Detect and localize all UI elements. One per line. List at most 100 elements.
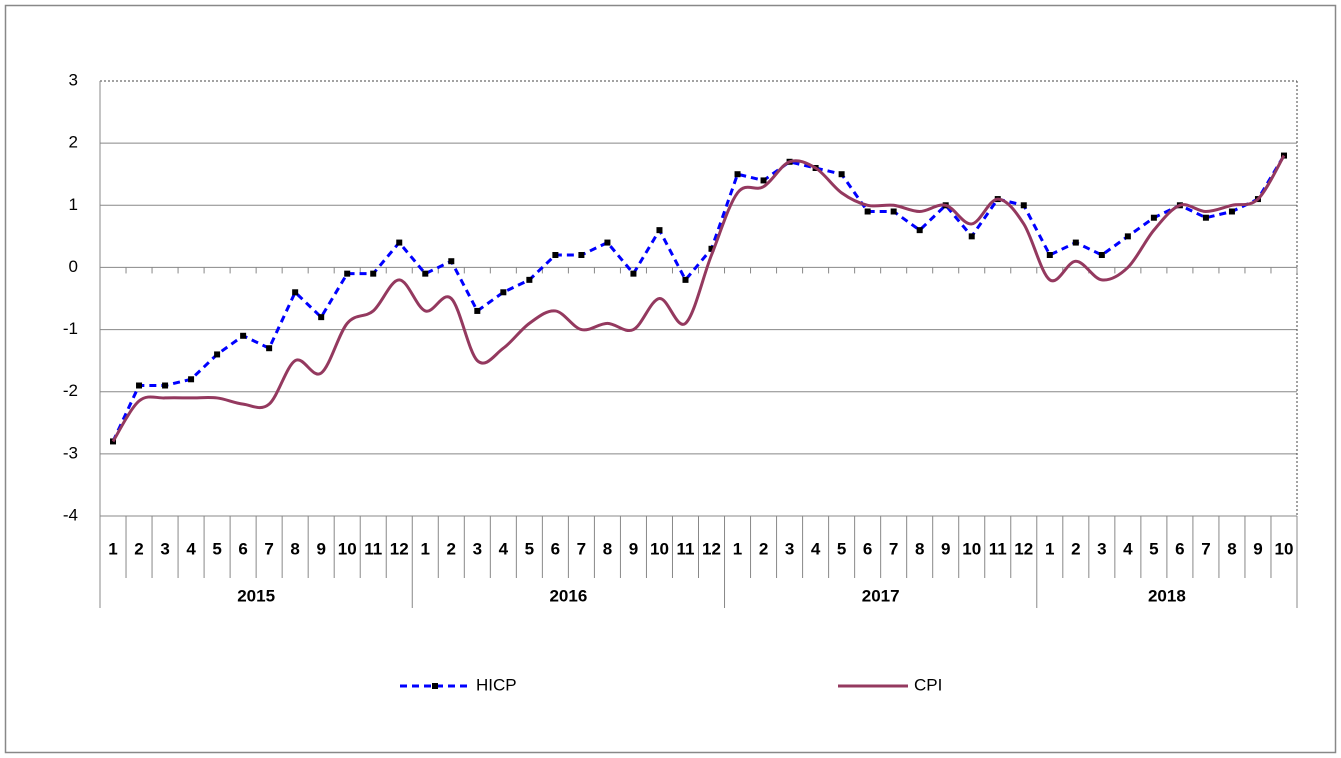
- x-tick-label: 1: [421, 539, 430, 558]
- data-point: [188, 376, 195, 383]
- series-line: [111, 154, 1286, 443]
- x-tick-label: 8: [290, 539, 299, 558]
- x-tick-label: 12: [1014, 539, 1033, 558]
- data-point: [1202, 214, 1209, 221]
- y-tick-label: -3: [63, 443, 78, 462]
- series-line: [111, 154, 1286, 443]
- x-tick-label: 9: [1253, 539, 1262, 558]
- legend-marker: [432, 683, 438, 689]
- data-point: [760, 177, 767, 184]
- x-tick-label: 1: [733, 539, 742, 558]
- chart-border: [4, 4, 1337, 754]
- x-tick-label: 5: [525, 539, 534, 558]
- data-point: [916, 227, 923, 234]
- x-tick-label: 5: [1149, 539, 1158, 558]
- x-tick-label: 2: [134, 539, 143, 558]
- x-tick-label: 4: [811, 539, 821, 558]
- x-tick-label: 4: [186, 539, 196, 558]
- x-tick-label: 11: [676, 539, 694, 558]
- data-point: [266, 345, 273, 352]
- data-point: [604, 239, 611, 246]
- data-point: [630, 270, 637, 277]
- data-point: [552, 252, 559, 258]
- x-tick-label: 7: [889, 539, 898, 558]
- y-tick-label: 1: [69, 195, 78, 214]
- data-point: [318, 314, 325, 321]
- data-point: [1228, 208, 1235, 215]
- x-tick-label: 11: [989, 539, 1007, 558]
- x-tick-label: 10: [1275, 539, 1294, 558]
- x-tick-label: 3: [1097, 539, 1106, 558]
- x-tick-label: 6: [551, 539, 560, 558]
- data-point: [370, 270, 377, 277]
- x-tick-label: 12: [702, 539, 721, 558]
- x-tick-label: 9: [316, 539, 325, 558]
- x-tick-label: 2: [447, 539, 456, 558]
- x-tick-label: 6: [863, 539, 872, 558]
- data-point: [292, 289, 299, 296]
- x-tick-label: 4: [499, 539, 509, 558]
- x-tick-label: 5: [837, 539, 846, 558]
- x-tick-label: 7: [1201, 539, 1210, 558]
- y-tick-label: 0: [69, 257, 78, 276]
- x-tick-label: 6: [238, 539, 247, 558]
- x-tick-label: 9: [941, 539, 950, 558]
- data-point: [500, 289, 507, 296]
- data-point: [838, 171, 845, 178]
- data-point: [422, 270, 429, 277]
- y-tick-label: -1: [63, 319, 78, 338]
- x-tick-label: 12: [390, 539, 409, 558]
- data-point: [240, 332, 247, 339]
- y-tick-label: 3: [69, 70, 78, 89]
- legend-label: HICP: [476, 675, 517, 694]
- data-point: [734, 171, 741, 178]
- data-point: [214, 351, 221, 358]
- x-tick-label: 8: [915, 539, 924, 558]
- data-point: [1150, 214, 1157, 221]
- x-tick-label: 10: [962, 539, 981, 558]
- x-tick-label: 6: [1175, 539, 1184, 558]
- data-point: [682, 276, 689, 283]
- year-label: 2015: [237, 586, 275, 605]
- data-point: [578, 252, 585, 258]
- year-label: 2017: [862, 586, 900, 605]
- x-tick-label: 8: [1227, 539, 1236, 558]
- data-point: [1046, 252, 1053, 258]
- x-tick-label: 7: [577, 539, 586, 558]
- data-point: [1098, 252, 1105, 258]
- data-point: [396, 239, 403, 246]
- y-tick-label: 2: [69, 133, 78, 152]
- data-point: [708, 245, 715, 252]
- x-tick-label: 4: [1123, 539, 1133, 558]
- year-label: 2016: [549, 586, 587, 605]
- x-tick-label: 5: [212, 539, 221, 558]
- x-tick-label: 2: [759, 539, 768, 558]
- x-tick-label: 3: [473, 539, 482, 558]
- year-label: 2018: [1148, 586, 1186, 605]
- legend-label: CPI: [914, 675, 942, 694]
- data-point: [1020, 202, 1027, 209]
- x-tick-label: 3: [785, 539, 794, 558]
- y-tick-label: -4: [63, 505, 78, 524]
- x-tick-label: 9: [629, 539, 638, 558]
- x-tick-label: 2: [1071, 539, 1080, 558]
- data-point: [162, 382, 169, 389]
- x-tick-label: 1: [108, 539, 117, 558]
- data-point: [1072, 239, 1079, 246]
- data-point: [656, 227, 663, 234]
- data-point: [864, 208, 871, 215]
- data-point: [526, 276, 533, 283]
- data-point: [968, 233, 975, 240]
- x-tick-label: 1: [1045, 539, 1054, 558]
- x-tick-label: 3: [160, 539, 169, 558]
- x-tick-label: 10: [650, 539, 669, 558]
- x-tick-label: 11: [364, 539, 382, 558]
- y-tick-label: -2: [63, 381, 78, 400]
- x-tick-label: 8: [603, 539, 612, 558]
- data-point: [474, 307, 481, 314]
- x-tick-label: 7: [264, 539, 273, 558]
- data-point: [136, 382, 143, 389]
- data-point: [344, 270, 351, 277]
- data-point: [448, 258, 455, 265]
